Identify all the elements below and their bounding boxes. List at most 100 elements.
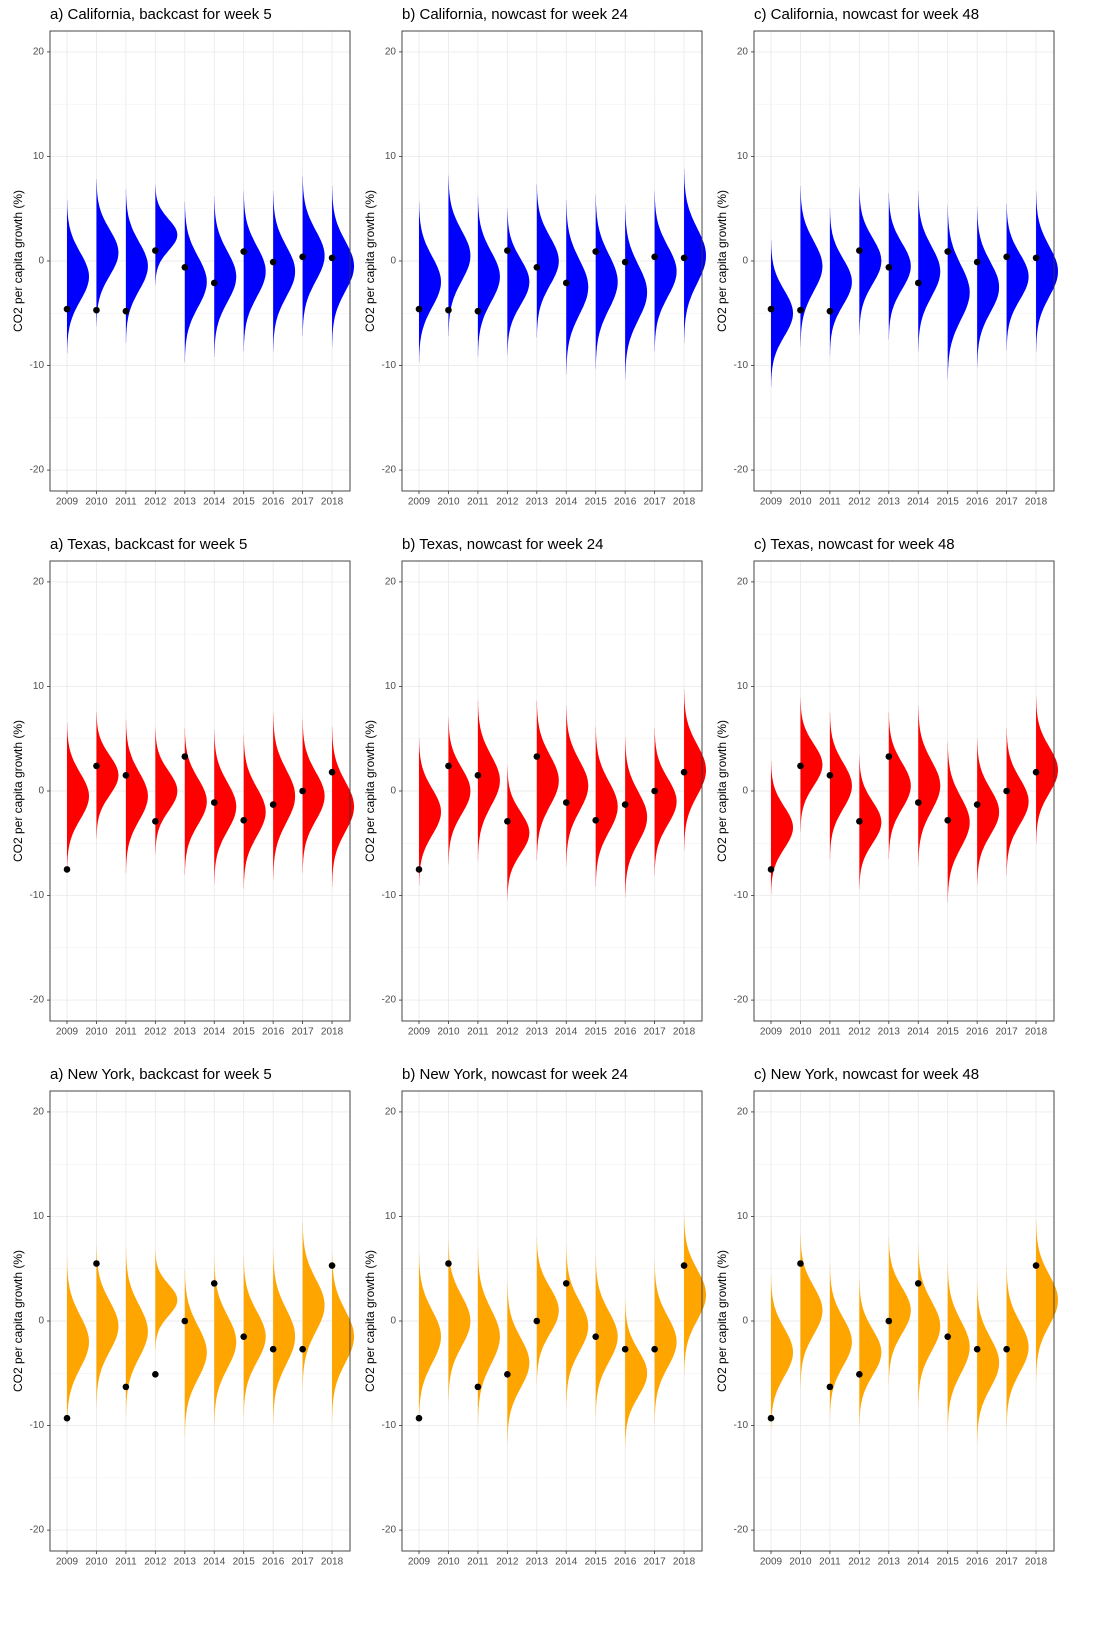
x-tick-label: 2009 (760, 497, 783, 508)
density (859, 187, 882, 335)
observed-point (93, 762, 100, 770)
observed-point (973, 1345, 981, 1353)
panel-title: a) California, backcast for week 5 (50, 6, 272, 23)
observed-point (914, 279, 922, 287)
x-tick-label: 2015 (233, 1027, 256, 1038)
observed-point (181, 753, 189, 760)
observed-point (767, 1414, 775, 1422)
x-tick-label: 2011 (115, 1557, 137, 1568)
observed-point (680, 254, 688, 262)
x-tick-label: 2013 (174, 497, 197, 508)
x-tick-label: 2011 (467, 1027, 489, 1038)
density (302, 719, 325, 874)
plot-border (401, 30, 703, 492)
x-tick-label: 2016 (614, 1557, 637, 1568)
observed-point (1032, 768, 1040, 776)
density (595, 1256, 618, 1417)
x-tick-label: 2010 (789, 1027, 812, 1038)
y-tick-label: -10 (30, 1420, 45, 1431)
x-tick-label: 2018 (321, 1557, 344, 1568)
y-tick-label: 0 (390, 1316, 396, 1327)
observed-point (415, 866, 423, 873)
observed-point (944, 248, 951, 255)
panel-title: b) California, nowcast for week 24 (402, 6, 628, 23)
y-tick-label: 0 (38, 256, 44, 267)
y-tick-label: 0 (38, 786, 44, 797)
density (67, 199, 89, 354)
y-tick-label: -10 (382, 360, 397, 371)
density (332, 1253, 355, 1421)
y-tick-label: 10 (33, 681, 45, 692)
density (155, 727, 178, 855)
density (214, 196, 237, 357)
observed-point (533, 1317, 541, 1325)
x-tick-label: 2016 (614, 497, 637, 508)
observed-point (797, 306, 804, 314)
observed-point (152, 1371, 159, 1378)
density (684, 1214, 706, 1376)
observed-point (533, 263, 541, 271)
x-tick-label: 2018 (321, 497, 344, 508)
density (859, 1278, 882, 1426)
density (947, 205, 970, 380)
observed-point (63, 1414, 71, 1422)
x-tick-label: 2014 (203, 1027, 226, 1038)
density (947, 1263, 970, 1431)
y-tick-label: 20 (33, 47, 45, 58)
x-tick-label: 2012 (496, 1027, 519, 1038)
y-tick-label: -10 (734, 1420, 749, 1431)
observed-point (474, 1383, 482, 1391)
density (243, 734, 266, 889)
density (859, 755, 882, 890)
y-tick-label: -20 (30, 995, 45, 1006)
observed-point (944, 1333, 951, 1340)
density (273, 712, 296, 880)
y-tick-label: 10 (385, 151, 397, 162)
density (67, 1258, 89, 1426)
observed-point (63, 305, 71, 313)
x-tick-label: 2014 (203, 497, 226, 508)
observed-point (885, 1317, 893, 1325)
y-tick-label: 0 (38, 1316, 44, 1327)
observed-point (680, 768, 688, 776)
x-tick-label: 2011 (115, 1027, 137, 1038)
x-tick-label: 2014 (907, 497, 930, 508)
density (536, 1236, 559, 1385)
panel-title: a) New York, backcast for week 5 (50, 1066, 272, 1083)
x-tick-label: 2010 (437, 497, 460, 508)
observed-point (93, 306, 100, 314)
x-tick-label: 2012 (144, 1557, 167, 1568)
density (332, 185, 355, 347)
panel-title: a) Texas, backcast for week 5 (50, 536, 247, 553)
x-tick-label: 2018 (1025, 497, 1048, 508)
observed-point (415, 305, 423, 313)
x-tick-label: 2015 (233, 1557, 256, 1568)
density (243, 1256, 266, 1417)
panel-title: c) Texas, nowcast for week 48 (754, 536, 955, 553)
y-tick-label: 0 (742, 256, 748, 267)
observed-point (240, 1333, 247, 1340)
density (477, 1249, 500, 1424)
density (419, 201, 441, 363)
density (448, 175, 471, 337)
density (888, 712, 911, 860)
observed-point (210, 279, 218, 287)
x-tick-label: 2015 (937, 1557, 960, 1568)
plot-border (753, 30, 1055, 492)
observed-point (797, 1260, 804, 1267)
observed-point (592, 816, 599, 824)
density (625, 1299, 648, 1447)
x-tick-label: 2009 (760, 1557, 783, 1568)
x-tick-label: 2013 (526, 497, 549, 508)
x-tick-label: 2016 (262, 497, 285, 508)
y-tick-label: 10 (385, 681, 397, 692)
y-tick-label: 10 (385, 1211, 397, 1222)
y-tick-label: -20 (382, 995, 397, 1006)
plot-border (49, 1090, 351, 1552)
x-tick-label: 2017 (291, 1557, 314, 1568)
x-tick-label: 2012 (848, 1027, 871, 1038)
observed-point (445, 1260, 452, 1267)
density (125, 1247, 148, 1416)
x-tick-label: 2010 (789, 497, 812, 508)
y-axis-title: CO2 per capita growth (%) (363, 1250, 377, 1392)
